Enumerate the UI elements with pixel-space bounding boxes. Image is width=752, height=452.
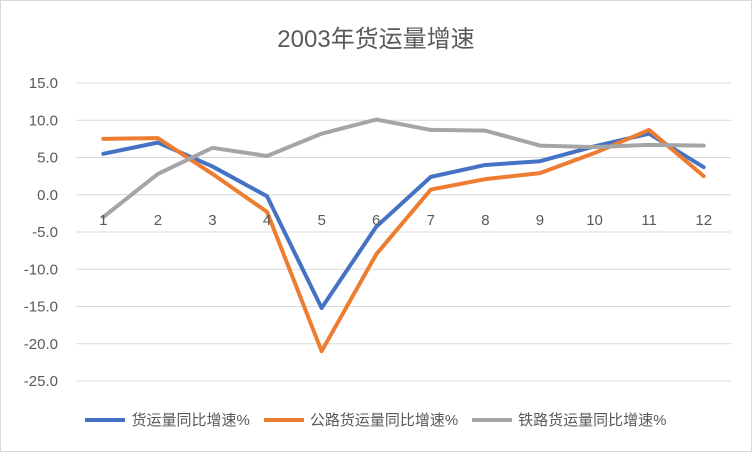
x-tick-label: 10 (586, 212, 603, 229)
legend-item: 货运量同比增速% (85, 409, 250, 430)
legend-label: 货运量同比增速% (131, 412, 250, 429)
legend-swatch (472, 417, 513, 422)
legend-label: 铁路货运量同比增速% (518, 412, 667, 429)
x-tick-label: 5 (317, 212, 325, 229)
y-tick-label: -10.0 (24, 261, 58, 278)
y-tick-label: 15.0 (29, 75, 58, 92)
chart-legend: 货运量同比增速% 公路货运量同比增速% 铁路货运量同比增速% (1, 409, 751, 430)
x-tick-label: 8 (481, 212, 489, 229)
y-tick-label: 0.0 (37, 187, 58, 204)
x-tick-label: 3 (208, 212, 216, 229)
x-tick-label: 4 (263, 212, 271, 229)
y-tick-label: -5.0 (32, 224, 58, 241)
legend-item: 公路货运量同比增速% (263, 409, 459, 430)
y-tick-label: 5.0 (37, 150, 58, 167)
x-tick-label: 6 (372, 212, 380, 229)
y-tick-label: -20.0 (24, 336, 58, 353)
legend-item: 铁路货运量同比增速% (472, 409, 667, 430)
series-line-2 (101, 127, 706, 354)
x-tick-label: 7 (427, 212, 435, 229)
legend-swatch (263, 417, 304, 422)
y-tick-label: -25.0 (24, 373, 58, 390)
x-tick-label: 11 (641, 212, 657, 229)
x-tick-label: 12 (695, 212, 712, 229)
x-tick-label: 1 (99, 212, 107, 229)
y-tick-label: -15.0 (24, 299, 58, 316)
legend-label: 公路货运量同比增速% (309, 412, 459, 429)
series-line-3 (101, 117, 706, 220)
series-line-1 (101, 131, 706, 310)
y-tick-label: 10.0 (29, 112, 58, 129)
chart-title: 2003年货运量增速 (277, 26, 475, 53)
legend-swatch (85, 417, 126, 422)
x-tick-label: 9 (536, 212, 544, 229)
x-tick-label: 2 (154, 212, 162, 229)
